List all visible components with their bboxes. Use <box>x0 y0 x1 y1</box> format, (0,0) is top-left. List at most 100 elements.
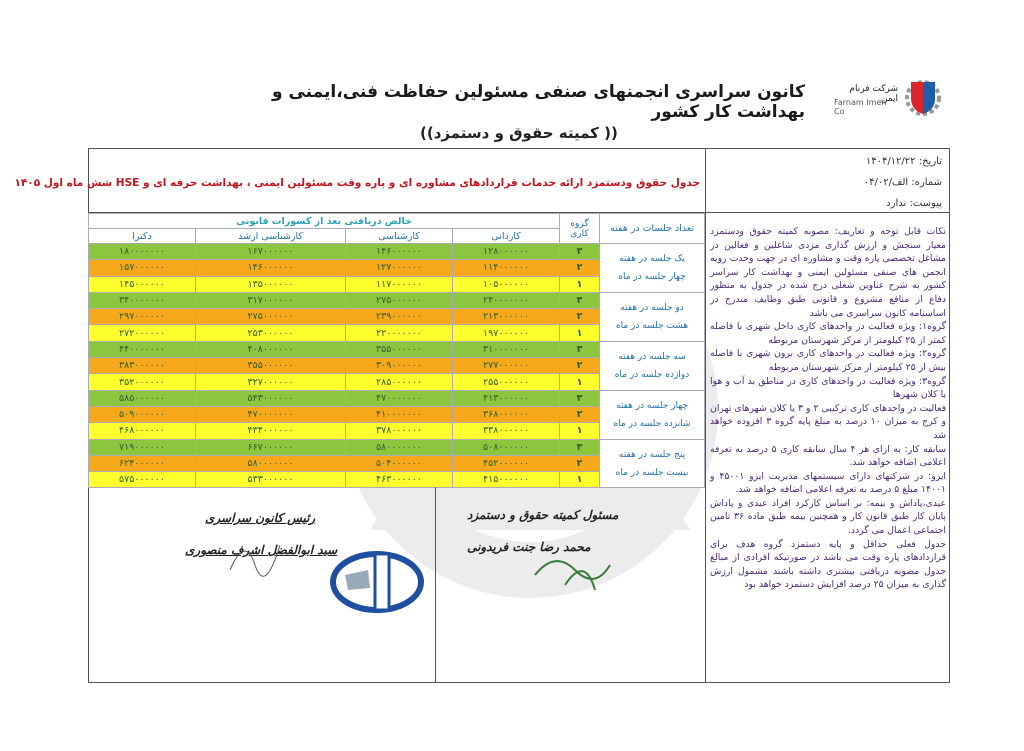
salary-cell: ۵۸۵۰۰۰۰۰۰ <box>87 389 197 407</box>
group-cell: ۲ <box>559 405 600 424</box>
committee-title: (( کمیته حقوق و دستمزد)) <box>420 124 618 142</box>
note-paragraph: جدول فعلی حداقل و پایه دستمزد گروه هدف ب… <box>710 538 946 591</box>
net-pay-header: خالص دریافتی بعد از کسورات قانونی <box>88 213 560 229</box>
attachment-field: پیوست: ندارد <box>886 198 942 209</box>
salary-cell: ۵۸۰۰۰۰۰۰۰ <box>345 438 454 456</box>
table-row: ۱ ۲۵۵۰۰۰۰۰۰ ۲۸۵۰۰۰۰۰۰ ۳۲۷۰۰۰۰۰۰ ۳۵۲۰۰۰۰۰۰ <box>87 373 705 391</box>
salary-cell: ۲۲۰۰۰۰۰۰۰ <box>345 324 454 342</box>
salary-cell: ۳۸۳۰۰۰۰۰۰ <box>87 357 197 375</box>
group-cell: ۲ <box>559 308 600 326</box>
salary-cell: ۵۷۵۰۰۰۰۰۰ <box>87 471 197 489</box>
group-cell: ۱ <box>559 373 600 391</box>
salary-cell: ۲۱۳۰۰۰۰۰۰ <box>452 308 560 326</box>
group-cell: ۳ <box>559 291 600 310</box>
salary-cell: ۴۳۴۰۰۰۰۰۰ <box>195 422 347 440</box>
salary-cell: ۳۲۷۰۰۰۰۰۰ <box>195 373 347 391</box>
date-field: تاریخ: ۱۴۰۴/۱۲/۲۲ <box>865 156 942 167</box>
degree-header: کاردانی <box>452 228 560 244</box>
salary-cell: ۳۰۹۰۰۰۰۰۰ <box>345 357 454 375</box>
salary-cell: ۵۴۳۰۰۰۰۰۰ <box>195 389 347 407</box>
degree-header: کارشناسی <box>345 228 454 244</box>
salary-cell: ۴۷۰۰۰۰۰۰۰ <box>345 389 454 407</box>
group-cell: ۲ <box>559 259 600 277</box>
salary-cell: ۱۱۴۰۰۰۰۰۰ <box>452 259 560 277</box>
salary-cell: ۲۵۵۰۰۰۰۰۰ <box>452 373 560 391</box>
sessions-per-week: دو جلسه در هفته <box>620 302 684 313</box>
salary-cell: ۷۱۹۰۰۰۰۰۰ <box>87 438 197 456</box>
association-seal-icon <box>330 551 424 613</box>
table-row: دو جلسه در هفته هشت جلسه در ماه ۳ ۲۴۰۰۰۰۰۰۰… <box>87 291 705 342</box>
salary-table: تعداد جلسات در هفته گروه کاری خالص دریاف… <box>87 213 705 489</box>
signatory-left-name: سید ابوالفضل اشرف منصوری <box>185 543 338 557</box>
sessions-per-week: سه جلسه در هفته <box>618 351 686 362</box>
salary-cell: ۱۴۵۰۰۰۰۰۰ <box>87 275 197 293</box>
salary-cell: ۶۶۷۰۰۰۰۰۰ <box>195 438 347 456</box>
signatory-right-title: مسئول کمیته حقوق و دستمزد <box>467 508 619 522</box>
salary-cell: ۳۳۸۰۰۰۰۰۰ <box>452 422 560 440</box>
salary-cell: ۵۰۹۰۰۰۰۰۰ <box>87 405 197 424</box>
table-row: ۱ ۳۳۸۰۰۰۰۰۰ ۳۷۸۰۰۰۰۰۰ ۴۳۴۰۰۰۰۰۰ ۴۶۸۰۰۰۰۰۰ <box>87 422 705 440</box>
table-row: ۲ ۳۶۸۰۰۰۰۰۰ ۴۱۰۰۰۰۰۰۰ ۴۷۰۰۰۰۰۰۰ ۵۰۹۰۰۰۰۰۰ <box>87 405 705 424</box>
salary-cell: ۴۷۰۰۰۰۰۰۰ <box>195 405 347 424</box>
salary-cell: ۱۸۰۰۰۰۰۰۰ <box>87 242 197 261</box>
salary-cell: ۳۱۷۰۰۰۰۰۰ <box>195 291 347 310</box>
salary-cell: ۳۵۲۰۰۰۰۰۰ <box>87 373 197 391</box>
company-name-en: Farnam Imen Co <box>834 98 887 116</box>
degree-header: کارشناسی ارشد <box>195 228 347 244</box>
group-cell: ۱ <box>559 275 600 293</box>
group-cell: ۳ <box>559 438 600 456</box>
sessions-cell: پنج جلسه در هفته بیست جلسه در ماه <box>599 438 705 489</box>
signature-left-icon <box>229 544 281 577</box>
company-name-fa: شرکت فرنام ایمن <box>849 84 898 104</box>
group-cell: ۲ <box>559 357 600 375</box>
salary-cell: ۶۲۴۰۰۰۰۰۰ <box>87 454 197 473</box>
sessions-per-month: شانزده جلسه در ماه <box>613 418 691 429</box>
degree-header: دکترا <box>87 228 197 244</box>
divider <box>435 487 436 683</box>
salary-cell: ۱۶۷۰۰۰۰۰۰ <box>195 242 347 261</box>
salary-cell: ۲۷۵۰۰۰۰۰۰ <box>195 308 347 326</box>
group-cell: ۱ <box>559 324 600 342</box>
salary-cell: ۲۹۷۰۰۰۰۰۰ <box>87 308 197 326</box>
salary-cell: ۱۲۸۰۰۰۰۰۰ <box>452 242 560 261</box>
salary-cell: ۴۶۳۰۰۰۰۰۰ <box>345 471 454 489</box>
salary-cell: ۱۴۶۰۰۰۰۰۰ <box>195 259 347 277</box>
group-cell: ۱ <box>559 471 600 489</box>
salary-cell: ۱۹۷۰۰۰۰۰۰ <box>452 324 560 342</box>
sessions-per-month: هشت جلسه در ماه <box>615 320 689 331</box>
note-paragraph: گروه۱: ویژه فعالیت در واحدهای کاری داخل … <box>710 321 946 346</box>
table-row: چهار جلسه در هفته شانزده جلسه در ماه ۳ ۴۱۳۰… <box>87 389 705 440</box>
group-cell: ۳ <box>559 389 600 407</box>
group-cell: ۲ <box>559 454 600 473</box>
sessions-cell: دو جلسه در هفته هشت جلسه در ماه <box>599 291 705 342</box>
signatory-left-title: رئیس کانون سراسری <box>205 511 316 525</box>
salary-cell: ۳۵۵۰۰۰۰۰۰ <box>195 357 347 375</box>
salary-cell: ۱۰۵۰۰۰۰۰۰ <box>452 275 560 293</box>
note-paragraph: سابقه کار: به ازای هر ۴ سال سابقه کاری ۵… <box>710 443 946 469</box>
note-paragraph: نکات قابل توجه و تعاریف: مصوبه کمیته حقو… <box>710 226 946 319</box>
table-row: سه جلسه در هفته دوازده جلسه در ماه ۳ ۳۱۰۰۰۰… <box>87 340 705 391</box>
main-title: کانون سراسری انجمنهای صنفی مسئولین حفاظت… <box>272 82 805 122</box>
salary-cell: ۴۱۳۰۰۰۰۰۰ <box>452 389 560 407</box>
sessions-cell: سه جلسه در هفته دوازده جلسه در ماه <box>599 340 705 391</box>
group-cell: ۳ <box>559 340 600 359</box>
table-row: ۲ ۴۵۲۰۰۰۰۰۰ ۵۰۴۰۰۰۰۰۰ ۵۸۰۰۰۰۰۰۰ ۶۲۴۰۰۰۰۰۰ <box>87 454 705 473</box>
table-row: ۱ ۱۰۵۰۰۰۰۰۰ ۱۱۷۰۰۰۰۰۰ ۱۳۵۰۰۰۰۰۰ ۱۴۵۰۰۰۰۰۰ <box>87 275 705 293</box>
note-paragraph: گروه۳: ویژه فعالیت در واحدهای کاری در من… <box>710 375 946 401</box>
sessions-per-month: بیست جلسه در ماه <box>615 467 689 478</box>
signature-right-icon <box>534 560 611 591</box>
salary-cell: ۲۴۰۰۰۰۰۰۰ <box>452 291 560 310</box>
table-row: ۱ ۱۹۷۰۰۰۰۰۰ ۲۲۰۰۰۰۰۰۰ ۲۵۳۰۰۰۰۰۰ ۲۷۲۰۰۰۰۰۰ <box>87 324 705 342</box>
sessions-per-month: دوازده جلسه در ماه <box>614 369 690 380</box>
salary-cell: ۲۷۲۰۰۰۰۰۰ <box>87 324 197 342</box>
salary-cell: ۴۶۸۰۰۰۰۰۰ <box>87 422 197 440</box>
note-paragraph: گروه۲: ویژه فعالیت در واحدهای کاری برون … <box>710 348 946 373</box>
salary-cell: ۲۷۷۰۰۰۰۰۰ <box>452 357 560 375</box>
salary-cell: ۲۷۵۰۰۰۰۰۰ <box>345 291 454 310</box>
note-paragraph: عیدی،پاداش و بیمه: بر اساس کارکرد افراد … <box>710 497 946 537</box>
salary-cell: ۲۳۹۰۰۰۰۰۰ <box>345 308 454 326</box>
divider <box>88 212 950 213</box>
group-header: گروه کاری <box>559 213 600 244</box>
salary-cell: ۲۵۳۰۰۰۰۰۰ <box>195 324 347 342</box>
table-row: یک جلسه در هفته چهار جلسه در ماه ۳ ۱۲۸۰۰۰۰۰… <box>87 242 705 293</box>
